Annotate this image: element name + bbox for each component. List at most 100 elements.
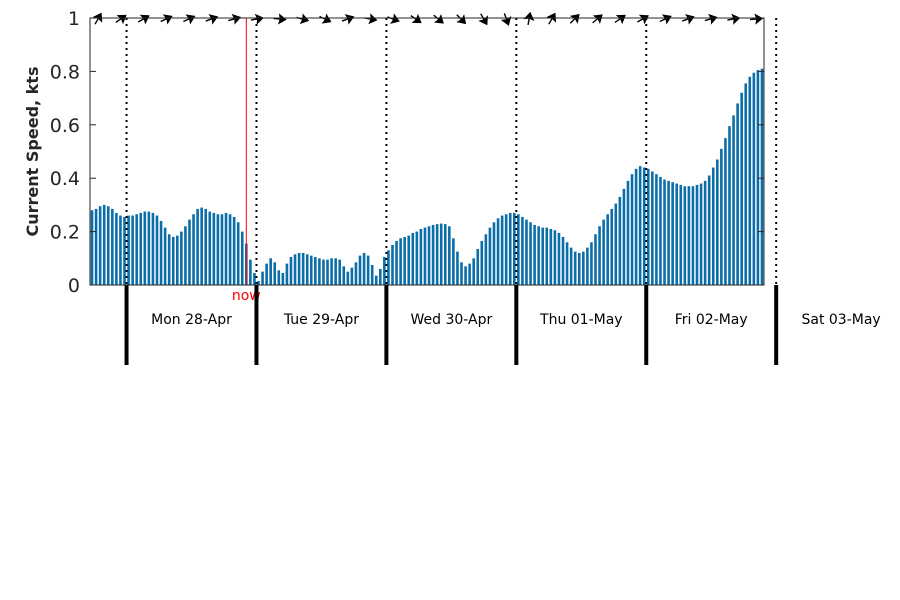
bar [159, 220, 163, 285]
bar [94, 208, 98, 285]
bar [525, 219, 528, 285]
arrow-shape [137, 14, 150, 25]
bar [484, 234, 488, 285]
arrow-shape [569, 13, 580, 24]
bar [565, 242, 569, 285]
bar [610, 208, 614, 285]
bar [216, 214, 220, 285]
bar [541, 227, 545, 285]
direction-arrow-icon [749, 13, 764, 25]
day-label: Tue 29-Apr [283, 312, 359, 328]
bar [659, 176, 662, 285]
arrow-shape [250, 13, 264, 25]
bar [314, 256, 317, 285]
bar [391, 244, 394, 285]
y-tick-label: 0.2 [50, 222, 80, 244]
direction-arrow-icon [704, 13, 718, 25]
bar [529, 222, 532, 285]
direction-arrow-icon [546, 12, 557, 25]
bar [180, 231, 183, 285]
arrow-shape [387, 13, 400, 24]
bar [553, 230, 557, 285]
bar [208, 211, 212, 285]
direction-arrow-icon [92, 12, 103, 25]
bar [184, 226, 187, 285]
bar [257, 281, 260, 285]
bar [634, 168, 638, 285]
day-label: Fri 02-May [675, 312, 748, 328]
bar [448, 226, 451, 285]
bar [289, 256, 293, 285]
bar [362, 252, 366, 285]
bar [732, 115, 735, 285]
bar [379, 268, 382, 285]
bar [618, 196, 622, 285]
bar [309, 255, 313, 285]
bar [167, 234, 171, 285]
bar [537, 226, 540, 285]
bar [342, 266, 346, 285]
arrow-shape [523, 11, 535, 26]
direction-arrow-icon [500, 13, 512, 26]
bar [569, 247, 573, 285]
bar [249, 259, 252, 285]
bar [261, 271, 264, 285]
bar [305, 254, 309, 285]
bar [151, 212, 155, 285]
arrow-shape [183, 14, 196, 25]
bar [691, 186, 695, 285]
bar [452, 238, 455, 285]
bars-group [90, 68, 764, 286]
bar [301, 252, 305, 285]
direction-arrow-icon [478, 13, 488, 26]
direction-arrow-icon [592, 14, 603, 24]
bar [200, 207, 203, 285]
bar [147, 211, 151, 285]
arrow-shape [478, 13, 488, 26]
bar [228, 214, 232, 285]
arrow-shape [659, 14, 672, 25]
bar [171, 236, 175, 285]
bar [711, 167, 715, 285]
now-label: now [232, 288, 261, 304]
bar [346, 271, 350, 285]
day-separators [125, 18, 778, 285]
bar [232, 216, 236, 285]
arrow-shape [433, 14, 444, 24]
bar [354, 262, 358, 285]
y-tick-label: 0 [68, 275, 80, 297]
bar [338, 259, 342, 285]
direction-arrow-icon [250, 13, 264, 25]
y-tick-label: 0.8 [50, 61, 80, 83]
direction-arrow-icon [296, 13, 310, 25]
bar [724, 138, 727, 285]
bar [760, 68, 764, 285]
y-tick-label: 1 [68, 8, 80, 30]
bar [192, 214, 195, 285]
bar [663, 179, 666, 285]
bar [646, 168, 650, 285]
bar [590, 242, 593, 285]
y-tick-label: 0.4 [50, 168, 80, 190]
bar [557, 232, 561, 285]
bar [756, 70, 760, 285]
bar [435, 224, 439, 285]
bar [472, 258, 475, 285]
bar [683, 186, 687, 285]
bar [695, 184, 699, 286]
bar [281, 272, 285, 285]
day-label: Wed 30-Apr [411, 312, 493, 328]
arrow-shape [749, 13, 764, 25]
bar [431, 224, 435, 285]
bar [403, 236, 406, 285]
direction-arrow-icon [183, 14, 196, 25]
day-ticks: Mon 28-Apr Tue 29-Apr Wed 30-Apr Thu 01-May… [124, 285, 881, 365]
bar [728, 126, 731, 285]
bar [358, 255, 362, 285]
direction-arrow-icon [160, 14, 173, 25]
bar [740, 92, 743, 285]
bar [480, 240, 484, 285]
bar [188, 219, 191, 285]
direction-arrow-icon [614, 14, 626, 25]
arrow-shape [205, 14, 219, 25]
